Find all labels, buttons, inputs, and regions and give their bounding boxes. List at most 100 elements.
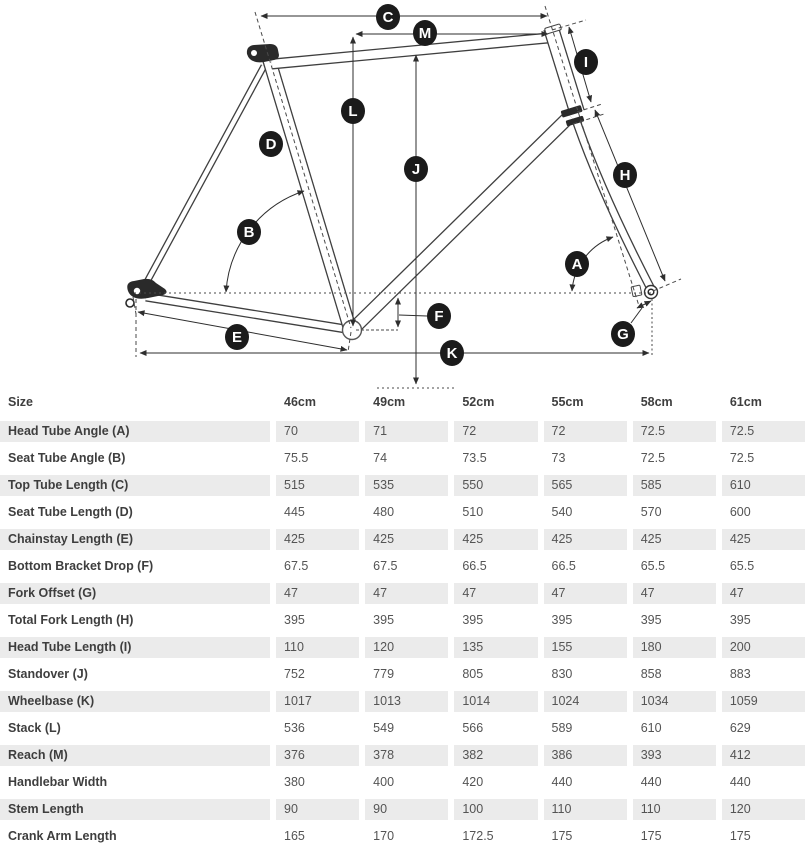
seat-tube-axis xyxy=(254,11,352,329)
row-label: Chainstay Length (E) xyxy=(0,529,270,550)
value-cell: 172.5 xyxy=(462,829,494,843)
value-cell: 155 xyxy=(543,637,627,658)
badge-circle xyxy=(341,98,365,124)
value-cell: 72.5 xyxy=(640,451,666,465)
value-cell: 779 xyxy=(373,667,395,681)
col-header-55cm: 55cm xyxy=(551,395,584,409)
col-header-52cm: 52cm xyxy=(462,395,495,409)
value-cell: 67.5 xyxy=(373,559,398,573)
value-cell: 395 xyxy=(640,613,662,627)
leader-F xyxy=(398,314,428,317)
leader-G xyxy=(630,307,643,324)
row-label: Seat Tube Angle (B) xyxy=(8,451,126,465)
value-cell: 47 xyxy=(454,583,538,604)
value-cell: 110 xyxy=(543,799,627,820)
badge-letter: K xyxy=(447,345,458,362)
value-cell: 858 xyxy=(640,667,662,681)
value-cell: 752 xyxy=(284,667,305,681)
value-cell: 66.5 xyxy=(462,559,487,573)
diagram-badge-F: F xyxy=(427,303,451,329)
badge-letter: C xyxy=(383,9,394,26)
chainstay xyxy=(145,293,353,334)
badge-circle xyxy=(611,321,635,347)
value-cell: 120 xyxy=(365,637,449,658)
value-cell: 1034 xyxy=(632,691,716,712)
value-cell: 135 xyxy=(454,637,538,658)
value-cell: 74 xyxy=(373,451,388,465)
row-label: Head Tube Length (I) xyxy=(0,637,270,658)
badge-letter: H xyxy=(620,167,631,184)
value-cell: 73.5 xyxy=(462,451,487,465)
diagram-badge-H: H xyxy=(613,162,637,188)
diagram-badge-B: B xyxy=(237,219,261,245)
value-cell: 600 xyxy=(729,505,751,519)
value-cell: 1013 xyxy=(365,691,449,712)
value-cell: 165 xyxy=(284,829,305,843)
value-cell: 535 xyxy=(365,475,449,496)
value-cell: 1024 xyxy=(543,691,627,712)
row-label: Top Tube Length (C) xyxy=(0,475,270,496)
value-cell: 1014 xyxy=(454,691,538,712)
value-cell: 565 xyxy=(543,475,627,496)
value-cell: 629 xyxy=(729,721,751,735)
value-cell: 570 xyxy=(640,505,662,519)
badge-letter: G xyxy=(617,326,629,343)
front-axle xyxy=(647,288,655,296)
col-header-61cm: 61cm xyxy=(729,395,762,409)
value-cell: 47 xyxy=(632,583,716,604)
dim-H xyxy=(594,109,666,282)
diagram-badge-D: D xyxy=(259,131,283,157)
table-row: Bottom Bracket Drop (F) 67.5 67.5 66.5 66.5 6… xyxy=(0,556,805,577)
value-cell: 805 xyxy=(462,667,484,681)
value-cell: 380 xyxy=(284,775,305,789)
row-label: Handlebar Width xyxy=(8,775,108,789)
value-cell: 110 xyxy=(276,637,360,658)
value-cell: 425 xyxy=(276,529,360,550)
value-cell: 549 xyxy=(373,721,395,735)
row-label: Stack (L) xyxy=(8,721,61,735)
value-cell: 395 xyxy=(373,613,395,627)
table-row: Seat Tube Length (D) 445 480 510 540 570 600 xyxy=(0,502,805,523)
size-header: Size xyxy=(8,395,34,409)
value-cell: 480 xyxy=(373,505,395,519)
badge-circle xyxy=(413,20,437,46)
dimension-lines xyxy=(137,13,666,385)
badge-circle xyxy=(376,4,400,30)
value-cell: 566 xyxy=(462,721,484,735)
diagram-badge-M: M xyxy=(413,20,437,46)
value-cell: 180 xyxy=(632,637,716,658)
table-row: Stack (L) 536 549 566 589 610 629 xyxy=(0,718,805,739)
frame-details xyxy=(125,23,659,341)
value-cell: 830 xyxy=(551,667,573,681)
value-cell: 610 xyxy=(640,721,662,735)
value-cell: 90 xyxy=(365,799,449,820)
value-cell: 47 xyxy=(365,583,449,604)
value-cell: 393 xyxy=(632,745,716,766)
value-cell: 589 xyxy=(551,721,573,735)
value-cell: 425 xyxy=(454,529,538,550)
value-cell: 425 xyxy=(365,529,449,550)
value-cell: 420 xyxy=(462,775,484,789)
value-cell: 395 xyxy=(729,613,751,627)
row-label: Reach (M) xyxy=(0,745,270,766)
row-label: Fork Offset (G) xyxy=(0,583,270,604)
value-cell: 610 xyxy=(721,475,805,496)
row-label: Crank Arm Length xyxy=(8,829,117,843)
badge-circle xyxy=(259,131,283,157)
value-cell: 515 xyxy=(276,475,360,496)
diagram-badge-J: J xyxy=(404,156,428,182)
value-cell: 378 xyxy=(365,745,449,766)
value-cell: 100 xyxy=(454,799,538,820)
value-cell: 65.5 xyxy=(729,559,755,573)
value-cell: 540 xyxy=(551,505,573,519)
table-row: Total Fork Length (H) 395 395 395 395 395 395 xyxy=(0,610,805,631)
value-cell: 70 xyxy=(276,421,360,442)
badge-circle xyxy=(404,156,428,182)
seat-tube xyxy=(262,54,356,331)
frame-geometry-diagram: C M I L D J H B A F G E K xyxy=(0,0,805,390)
diagram-badge-E: E xyxy=(225,324,249,350)
badge-letter: A xyxy=(572,256,583,273)
table-row: Seat Tube Angle (B) 75.5 74 73.5 73 72.5 72.5 xyxy=(0,448,805,469)
row-label: Bottom Bracket Drop (F) xyxy=(8,559,154,573)
